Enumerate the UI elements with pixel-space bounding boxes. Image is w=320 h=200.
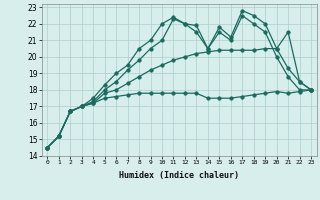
X-axis label: Humidex (Indice chaleur): Humidex (Indice chaleur) (119, 171, 239, 180)
